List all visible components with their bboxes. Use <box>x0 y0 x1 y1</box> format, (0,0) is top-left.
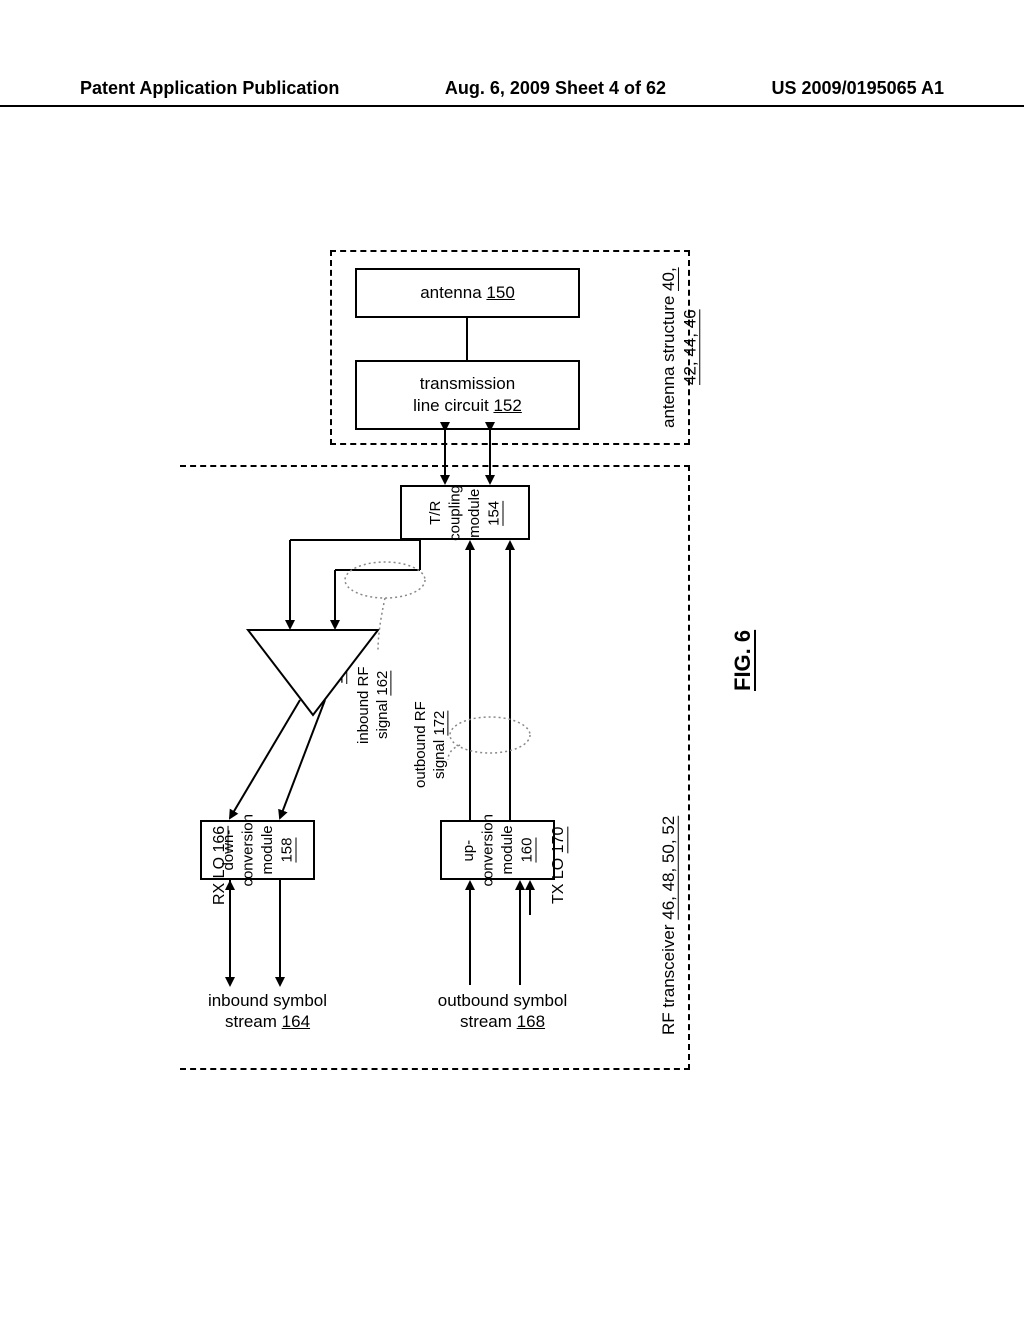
figure-diagram: antenna 150 transmission line circuit 15… <box>160 250 860 1070</box>
antenna-structure-label: antenna structure 40, 42, 44, 46 <box>658 260 701 435</box>
lna-text: LNA 156 <box>305 642 348 697</box>
header-left: Patent Application Publication <box>80 78 339 99</box>
header-center: Aug. 6, 2009 Sheet 4 of 62 <box>445 78 666 99</box>
antenna-text: antenna 150 <box>420 282 515 304</box>
figure-label: FIG. 6 <box>730 620 756 700</box>
inbound-rf-label: inbound RF signal 162 <box>355 650 393 760</box>
outbound-symbol-label: outbound symbol stream 168 <box>415 990 590 1033</box>
down-conv-text: down- conversion module 158 <box>219 814 297 887</box>
header-right: US 2009/0195065 A1 <box>772 78 944 99</box>
rf-transceiver-label: RF transceiver 46, 48, 50, 52 <box>658 790 679 1060</box>
page-header: Patent Application Publication Aug. 6, 2… <box>0 78 1024 107</box>
up-conv-text: up- conversion module 160 <box>459 814 537 887</box>
rx-lo-label: RX LO 166 <box>210 815 230 915</box>
transmission-text: transmission line circuit 152 <box>413 373 522 417</box>
tr-coupling-text: T/R coupling module 154 <box>426 485 504 541</box>
antenna-block: antenna 150 <box>355 268 580 318</box>
tr-coupling-block: T/R coupling module 154 <box>400 485 530 540</box>
tx-lo-label: TX LO 170 <box>549 815 569 915</box>
transmission-block: transmission line circuit 152 <box>355 360 580 430</box>
outbound-rf-label: outbound RF signal 172 <box>412 690 450 800</box>
inbound-symbol-label: inbound symbol stream 164 <box>185 990 350 1033</box>
up-conversion-block: up- conversion module 160 <box>440 820 555 880</box>
